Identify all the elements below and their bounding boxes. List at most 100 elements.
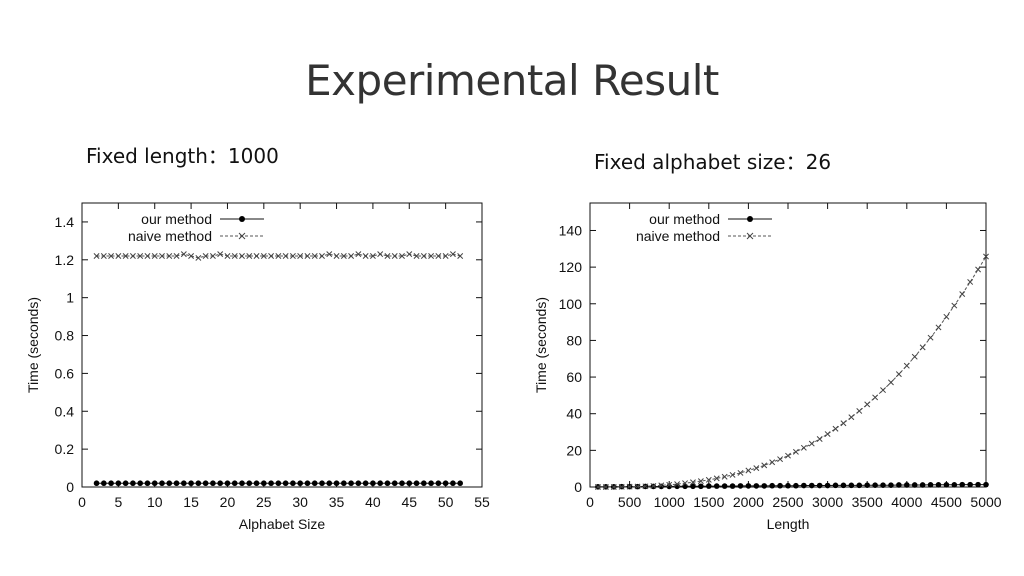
cross-stroke: [602, 484, 609, 490]
cross-stroke: [682, 480, 688, 487]
cross-stroke: [129, 253, 136, 259]
data-point-our-method: [101, 480, 107, 487]
data-point-our-method: [391, 480, 398, 487]
data-point-naive-method: [333, 253, 340, 259]
data-point-naive-method: [713, 475, 720, 482]
data-point-naive-method: [151, 253, 158, 259]
data-point-naive-method: [137, 253, 144, 259]
cross-stroke: [362, 253, 369, 259]
data-point-naive-method: [209, 253, 216, 259]
data-point-our-method: [959, 481, 966, 488]
data-point-naive-method: [777, 456, 784, 463]
data-point-naive-method: [864, 401, 871, 408]
cross-stroke: [144, 253, 151, 259]
caption-fixed-alphabet-size: Fixed alphabet size：26: [594, 150, 832, 174]
data-point-naive-method: [391, 253, 398, 259]
data-point-naive-method: [289, 253, 296, 259]
data-point-our-method: [808, 482, 815, 489]
data-point-naive-method: [626, 483, 633, 490]
cross-stroke: [872, 394, 879, 401]
data-point-naive-method: [880, 387, 886, 394]
cross-stroke: [959, 291, 966, 298]
data-point-naive-method: [428, 253, 435, 259]
y-axis-label: Time (seconds): [25, 297, 41, 393]
plot-frame: [589, 202, 987, 488]
y-tick-label: 60: [566, 369, 582, 385]
cross-stroke: [326, 251, 333, 258]
data-point-our-method: [355, 480, 362, 487]
data-point-our-method: [348, 480, 354, 487]
data-point-naive-method: [399, 253, 405, 259]
cross-stroke: [100, 253, 107, 259]
legend-label: naive method: [636, 228, 720, 244]
x-tick-label: 500: [618, 494, 642, 510]
legend-marker-dot: [747, 216, 753, 222]
data-point-our-method: [927, 482, 934, 488]
cross-stroke: [188, 253, 195, 259]
x-tick-label: 0: [586, 494, 594, 510]
data-point-naive-method: [935, 324, 942, 331]
data-point-naive-method: [769, 459, 776, 466]
x-tick-label: 0: [78, 494, 86, 510]
data-point-naive-method: [919, 344, 926, 351]
cross-stroke: [406, 251, 413, 258]
cross-stroke: [769, 459, 776, 466]
series-line-naive-method: [597, 256, 987, 488]
x-tick-label: 50: [438, 494, 454, 510]
data-point-our-method: [261, 480, 267, 487]
x-tick-label: 3000: [812, 494, 843, 510]
cross-stroke: [209, 253, 216, 259]
data-point-naive-method: [122, 253, 129, 259]
data-point-naive-method: [311, 253, 318, 259]
data-point-naive-method: [761, 462, 768, 469]
data-point-our-method: [856, 482, 863, 489]
data-point-naive-method: [195, 254, 202, 261]
data-point-our-method: [816, 482, 823, 489]
data-point-naive-method: [188, 253, 195, 259]
cross-stroke: [231, 253, 238, 259]
cross-stroke: [435, 253, 442, 259]
data-point-naive-method: [377, 251, 384, 258]
cross-stroke: [674, 481, 681, 488]
data-point-naive-method: [457, 253, 464, 259]
cross-stroke: [195, 254, 202, 261]
x-tick-label: 25: [256, 494, 272, 510]
data-point-our-method: [108, 480, 114, 487]
cross-stroke: [239, 253, 245, 259]
data-point-naive-method: [449, 251, 456, 258]
data-point-our-method: [311, 480, 318, 487]
cross-stroke: [697, 478, 704, 485]
y-tick-label: 140: [559, 222, 583, 238]
cross-stroke: [348, 253, 355, 259]
cross-stroke: [840, 420, 847, 427]
data-point-naive-method: [705, 476, 712, 483]
y-tick-label: 0.6: [55, 365, 75, 381]
data-point-naive-method: [129, 253, 136, 259]
data-point-our-method: [268, 480, 274, 487]
cross-stroke: [935, 324, 942, 331]
cross-stroke: [319, 253, 325, 259]
data-point-naive-method: [959, 291, 966, 298]
data-point-our-method: [399, 480, 405, 487]
cross-stroke: [690, 479, 696, 486]
data-point-naive-method: [983, 253, 989, 260]
cross-stroke: [864, 401, 871, 408]
data-point-our-method: [188, 480, 194, 487]
data-point-our-method: [457, 480, 463, 487]
x-tick-label: 1500: [693, 494, 724, 510]
cross-stroke: [832, 425, 839, 432]
data-point-naive-method: [848, 414, 855, 421]
data-point-our-method: [975, 481, 981, 488]
data-point-naive-method: [737, 469, 744, 476]
data-point-our-method: [341, 480, 347, 487]
data-point-naive-method: [384, 253, 391, 259]
cross-stroke: [246, 253, 253, 259]
data-point-naive-method: [682, 480, 688, 487]
data-point-naive-method: [319, 253, 325, 259]
y-tick-label: 0.8: [55, 328, 75, 344]
data-point-naive-method: [442, 253, 449, 259]
x-tick-label: 40: [365, 494, 381, 510]
data-point-naive-method: [808, 440, 815, 447]
data-point-naive-method: [348, 253, 355, 259]
data-point-naive-method: [618, 483, 625, 490]
